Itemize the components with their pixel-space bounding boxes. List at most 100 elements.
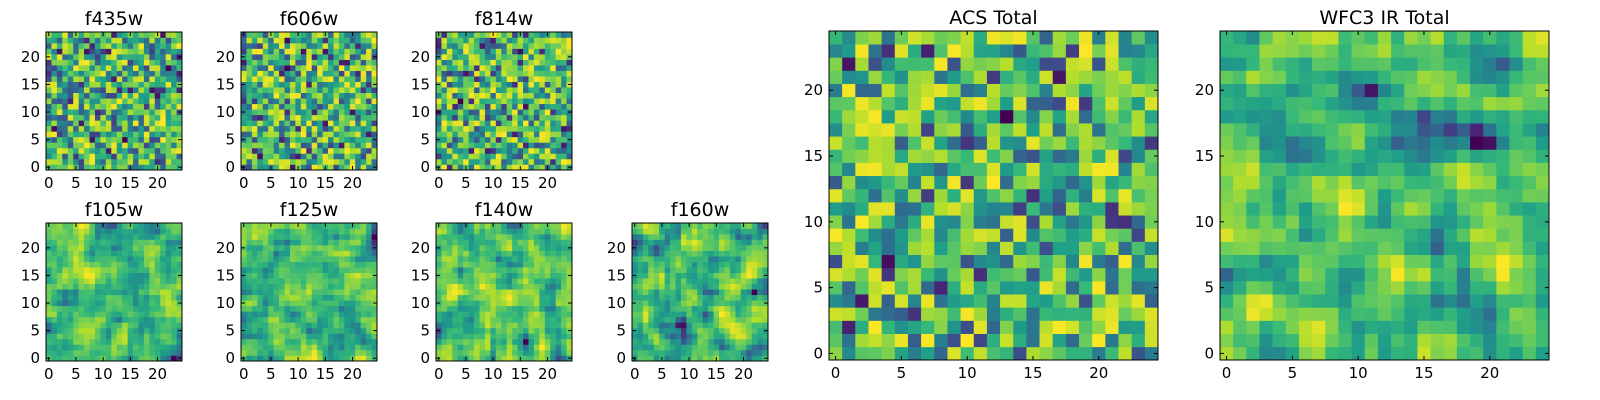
heatmap-cell <box>338 147 345 154</box>
y-tick-label: 5 <box>30 322 40 340</box>
heatmap-cell <box>122 81 128 88</box>
heatmap-cell <box>160 103 166 110</box>
heatmap-cell <box>691 261 698 268</box>
heatmap-cell <box>740 344 747 351</box>
heatmap-cell <box>517 87 524 94</box>
heatmap-cell <box>160 283 166 290</box>
heatmap-cell <box>501 48 508 55</box>
heatmap-cell <box>300 153 307 160</box>
heatmap-cell <box>360 316 367 323</box>
heatmap-cell <box>550 131 556 138</box>
heatmap-cell <box>62 283 69 290</box>
y-tick-label: 5 <box>616 322 626 340</box>
heatmap-cell <box>355 131 361 138</box>
heatmap-cell <box>691 344 698 351</box>
heatmap-cell <box>100 338 107 345</box>
heatmap-cell <box>550 322 556 329</box>
heatmap-cell <box>474 92 480 99</box>
heatmap-cell <box>67 333 74 340</box>
heatmap-cell <box>257 250 264 257</box>
heatmap-cell <box>539 54 546 60</box>
heatmap-cell <box>257 228 264 235</box>
heatmap-cell <box>349 54 356 60</box>
x-tick-label: 10 <box>484 174 503 192</box>
heatmap-cell <box>360 81 367 88</box>
heatmap-cell <box>457 283 464 290</box>
heatmap-cell <box>702 228 709 235</box>
heatmap-cell <box>268 125 274 132</box>
heatmap-cell <box>506 294 513 301</box>
heatmap-cell <box>317 32 323 38</box>
heatmap-cell <box>328 355 334 362</box>
heatmap-cell <box>333 136 340 143</box>
heatmap-cell <box>160 234 166 240</box>
heatmap-cell <box>133 153 139 160</box>
heatmap-cell <box>127 239 134 246</box>
heatmap-cell <box>528 349 535 356</box>
heatmap-cell <box>1105 281 1119 295</box>
heatmap-cell <box>311 355 318 362</box>
heatmap-cell <box>268 289 274 296</box>
heatmap-cell <box>122 349 128 356</box>
heatmap-cell <box>484 81 491 88</box>
heatmap-cell <box>495 32 502 38</box>
heatmap-cell <box>697 283 704 290</box>
heatmap-cell <box>1013 149 1027 163</box>
heatmap-cell <box>100 245 107 251</box>
heatmap-cell <box>713 327 720 334</box>
heatmap-cell <box>306 316 313 323</box>
heatmap-cell <box>550 283 556 290</box>
heatmap-cell <box>105 300 112 307</box>
heatmap-cell <box>300 32 307 38</box>
heatmap-cell <box>479 70 486 77</box>
heatmap-cell <box>648 327 655 334</box>
heatmap-cell <box>457 98 464 105</box>
heatmap-cell <box>100 294 107 301</box>
heatmap-cell <box>708 223 714 229</box>
heatmap-cell <box>251 272 258 279</box>
heatmap-cell <box>78 322 85 329</box>
heatmap-cell <box>468 65 475 71</box>
heatmap-cell <box>116 164 123 171</box>
heatmap-cell <box>289 153 296 160</box>
heatmap-cell <box>659 322 665 329</box>
heatmap-cell <box>436 65 442 71</box>
heatmap-cell <box>1118 254 1132 269</box>
heatmap-cell <box>829 307 843 321</box>
heatmap-cell <box>349 103 356 110</box>
heatmap-cell <box>67 228 74 235</box>
heatmap-cell <box>322 344 329 351</box>
heatmap-cell <box>251 228 258 235</box>
heatmap-cell <box>251 322 258 329</box>
heatmap-cell <box>284 355 291 362</box>
heatmap-cell <box>740 250 747 257</box>
heatmap-cell <box>894 175 909 190</box>
heatmap-cell <box>441 92 448 99</box>
heatmap-cell <box>550 87 556 94</box>
heatmap-cell <box>457 131 464 138</box>
heatmap-cell <box>1118 346 1132 361</box>
heatmap-cell <box>51 103 58 110</box>
heatmap-cell <box>697 278 704 285</box>
heatmap-cell <box>474 245 480 251</box>
heatmap-cell <box>675 245 682 251</box>
heatmap-cell <box>724 234 731 240</box>
heatmap-cell <box>653 338 660 345</box>
heatmap-cell <box>724 327 731 334</box>
heatmap-cell <box>528 153 535 160</box>
heatmap-cell <box>51 344 58 351</box>
heatmap-cell <box>653 322 660 329</box>
heatmap-cell <box>463 338 469 345</box>
heatmap-cell <box>1144 320 1159 334</box>
heatmap-cell <box>56 322 63 329</box>
heatmap-cell <box>149 164 156 171</box>
heatmap-cell <box>268 54 274 60</box>
heatmap-cell <box>463 272 469 279</box>
heatmap-cell <box>436 338 442 345</box>
heatmap-cell <box>490 239 497 246</box>
heatmap-cell <box>506 147 513 154</box>
heatmap-cell <box>333 103 340 110</box>
heatmap-cell <box>479 125 486 132</box>
heatmap-cell <box>122 250 128 257</box>
